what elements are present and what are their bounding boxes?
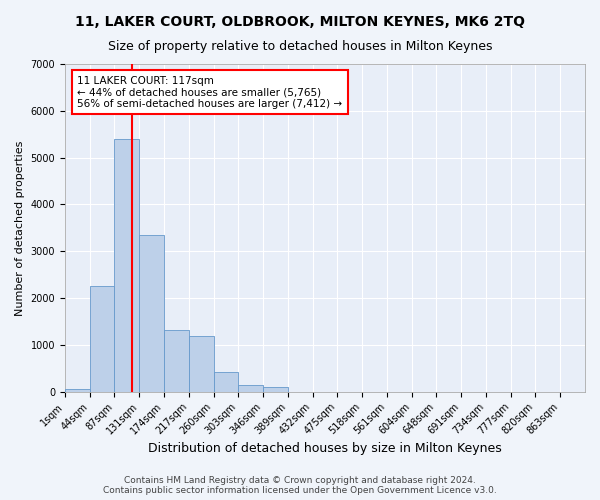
Bar xyxy=(89,286,115,392)
Y-axis label: Number of detached properties: Number of detached properties xyxy=(15,140,25,316)
Text: Size of property relative to detached houses in Milton Keynes: Size of property relative to detached ho… xyxy=(108,40,492,53)
Text: 11 LAKER COURT: 117sqm
← 44% of detached houses are smaller (5,765)
56% of semi-: 11 LAKER COURT: 117sqm ← 44% of detached… xyxy=(77,76,343,109)
Bar xyxy=(115,139,139,392)
X-axis label: Distribution of detached houses by size in Milton Keynes: Distribution of detached houses by size … xyxy=(148,442,502,455)
Bar xyxy=(214,372,238,392)
Text: 11, LAKER COURT, OLDBROOK, MILTON KEYNES, MK6 2TQ: 11, LAKER COURT, OLDBROOK, MILTON KEYNES… xyxy=(75,15,525,29)
Bar xyxy=(65,390,89,392)
Bar xyxy=(164,330,189,392)
Bar xyxy=(189,336,214,392)
Text: Contains HM Land Registry data © Crown copyright and database right 2024.
Contai: Contains HM Land Registry data © Crown c… xyxy=(103,476,497,495)
Bar xyxy=(263,387,288,392)
Bar xyxy=(139,235,164,392)
Bar xyxy=(238,384,263,392)
